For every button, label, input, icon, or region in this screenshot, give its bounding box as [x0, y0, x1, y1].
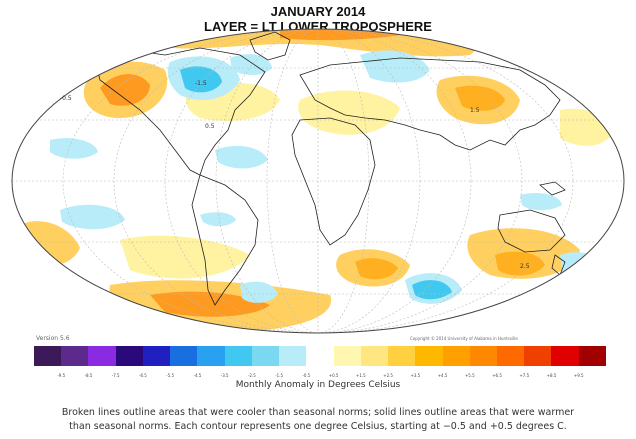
caption: Broken lines outline areas that were coo… — [20, 406, 616, 434]
colorbar-tick-label: -8.5 — [84, 373, 93, 378]
globe-outline — [11, 28, 625, 334]
colorbar — [34, 346, 606, 366]
warm-anomaly-asia-core — [455, 85, 505, 111]
colorbar-swatch — [34, 346, 62, 366]
contour-label: -1.5 — [195, 80, 207, 87]
colorbar-swatch — [551, 346, 579, 366]
colorbar-swatch — [524, 346, 552, 366]
caption-line-2: than seasonal norms. Each contour repres… — [69, 421, 567, 432]
cool-anomaly-pacific-west — [50, 138, 98, 159]
contour-label: 1.5 — [470, 107, 480, 114]
colorbar-tick-label: -7.5 — [111, 373, 120, 378]
colorbar-swatch — [170, 346, 198, 366]
colorbar-ticks: -9.5 -8.5 -7.5 -6.5 -5.5 -4.5 -3.5 -2.5 -1.5 -0.5… — [34, 373, 606, 381]
colorbar-swatch — [442, 346, 470, 366]
cool-anomaly-east-pacific — [60, 204, 125, 230]
colorbar-tick-label: -2.5 — [247, 373, 256, 378]
colorbar-tick-label: -9.5 — [57, 373, 66, 378]
colorbar-tick-label: -0.5 — [302, 373, 311, 378]
colorbar-tick-label: -5.5 — [166, 373, 175, 378]
colorbar-tick-label: +5.5 — [464, 373, 475, 378]
colorbar-swatch — [360, 346, 389, 366]
colorbar-swatch — [115, 346, 143, 366]
colorbar-tick-label: +4.5 — [437, 373, 448, 378]
cool-anomaly-antarctic — [470, 317, 600, 333]
contour-label: 0.5 — [205, 123, 215, 130]
colorbar-tick-label: +3.5 — [410, 373, 421, 378]
colorbar-tick-label: +1.5 — [355, 373, 366, 378]
warm-anomaly-south-atlantic-core — [355, 258, 398, 280]
colorbar-swatch — [61, 346, 89, 366]
colorbar-tick-label: +2.5 — [383, 373, 393, 378]
colorbar-swatch — [578, 346, 606, 366]
cool-anomaly-drake — [240, 281, 278, 303]
colorbar-swatch — [88, 346, 116, 366]
colorbar-swatch — [388, 346, 416, 366]
colorbar-swatch — [279, 346, 307, 366]
colorbar-swatch — [415, 346, 443, 366]
warm-anomaly-alaska-core — [100, 74, 150, 106]
colorbar-swatch — [496, 346, 525, 366]
map-title: JANUARY 2014 — [270, 4, 366, 19]
colorbar-tick-label: -4.5 — [193, 373, 202, 378]
colorbar-swatch — [142, 346, 171, 366]
colorbar-tick-label: -1.5 — [275, 373, 284, 378]
colorbar-swatch — [469, 346, 497, 366]
colorbar-swatch — [197, 346, 225, 366]
colorbar-swatch — [333, 346, 361, 366]
colorbar-tick-label: +9.5 — [573, 373, 584, 378]
version-label: Version 5.6 — [36, 335, 70, 342]
caption-line-1: Broken lines outline areas that were coo… — [61, 407, 575, 418]
contour-label: -0.5 — [60, 95, 72, 102]
colorbar-swatch — [224, 346, 252, 366]
warm-anomaly-north-core — [280, 29, 400, 41]
coastlines — [94, 31, 566, 306]
cool-anomaly-caribbean — [215, 145, 268, 169]
cool-anomaly-indonesia — [520, 193, 562, 211]
anomaly-fields — [12, 29, 624, 333]
colorbar-swatch — [306, 346, 334, 366]
warm-anomaly-southern-core — [150, 291, 270, 317]
warm-anomaly-south-america — [120, 235, 250, 279]
cool-anomaly-southern-indian-core — [412, 280, 452, 300]
copyright-notice: Copyright © 2014 University of Alabama i… — [410, 336, 518, 341]
contour-labels: -0.5 0.5 1.5 2.5 -1.5 — [60, 80, 530, 270]
cool-anomaly-brazil — [200, 212, 236, 227]
warm-anomaly-europe — [298, 90, 400, 135]
contour-label: 2.5 — [520, 263, 530, 270]
colorbar-tick-label: +7.5 — [519, 373, 530, 378]
colorbar-tick-label: +6.5 — [492, 373, 502, 378]
warm-anomaly-australia-core — [495, 251, 545, 276]
colorbar-swatch — [251, 346, 280, 366]
layer-title: LAYER = LT LOWER TROPOSPHERE — [204, 19, 432, 34]
colorbar-title: Monthly Anomaly in Degrees Celsius — [235, 380, 401, 390]
colorbar-tick-label: +8.5 — [546, 373, 557, 378]
colorbar-tick-label: -3.5 — [220, 373, 229, 378]
cool-anomaly-canada-core — [180, 66, 222, 93]
colorbar-tick-label: -6.5 — [139, 373, 147, 378]
graticule — [12, 29, 624, 333]
colorbar-tick-label: +0.5 — [328, 373, 339, 378]
